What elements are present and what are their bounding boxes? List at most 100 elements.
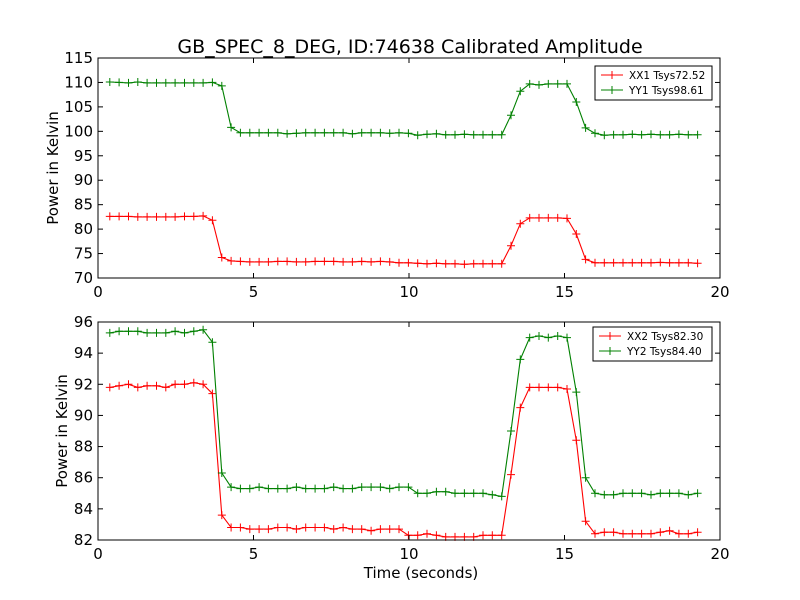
data-point	[236, 128, 245, 137]
data-point	[199, 78, 208, 87]
x-tick-label: 5	[249, 545, 259, 563]
data-point	[525, 213, 534, 222]
data-point	[619, 529, 627, 538]
y-tick-label: 100	[64, 122, 93, 140]
data-point	[367, 128, 376, 137]
data-point	[656, 528, 665, 537]
data-point	[525, 79, 534, 88]
legend-entry-label: YY1 Tsys98.61	[628, 85, 704, 97]
data-point	[189, 327, 198, 336]
data-point	[572, 98, 581, 106]
data-point	[395, 483, 403, 492]
x-tick-label: 5	[249, 283, 259, 301]
x-tick-label: 0	[93, 545, 103, 563]
data-point	[320, 484, 329, 493]
data-point	[301, 128, 310, 137]
legend-marker	[608, 86, 616, 94]
data-point	[497, 492, 506, 501]
data-point	[115, 381, 124, 390]
data-point	[423, 130, 431, 139]
data-point	[217, 511, 226, 520]
data-point	[647, 529, 655, 538]
data-point	[161, 78, 170, 87]
data-point	[647, 258, 655, 267]
data-point	[451, 259, 459, 268]
data-point	[264, 128, 273, 137]
data-point	[488, 130, 497, 139]
y-tick-label: 86	[74, 469, 93, 487]
data-point	[283, 523, 292, 532]
data-point	[199, 380, 208, 389]
data-point	[544, 383, 553, 392]
data-point	[563, 79, 571, 88]
data-point	[665, 258, 674, 267]
y-tick-label: 80	[74, 220, 93, 238]
data-point	[432, 487, 441, 496]
data-point	[488, 531, 497, 540]
data-point	[535, 213, 543, 222]
data-point	[124, 327, 133, 336]
legend-entry-label: YY2 Tsys84.40	[626, 346, 702, 358]
data-point	[171, 327, 180, 336]
data-point	[189, 212, 198, 221]
series-line	[109, 215, 698, 265]
data-point	[171, 380, 180, 389]
data-point	[180, 78, 189, 87]
data-point	[516, 219, 525, 228]
data-point	[236, 257, 245, 266]
data-point	[535, 332, 543, 340]
data-point	[385, 484, 394, 493]
data-point	[591, 489, 599, 498]
data-point	[628, 529, 637, 538]
x-tick-label: 10	[399, 545, 418, 563]
legend-marker	[606, 332, 614, 340]
y-tick-label: 70	[74, 269, 93, 287]
data-point	[180, 212, 189, 221]
series-line	[109, 382, 698, 538]
data-point	[656, 258, 665, 267]
data-point	[143, 78, 152, 87]
series-1	[105, 378, 702, 541]
y-tick-label: 92	[74, 375, 93, 393]
data-point	[684, 258, 693, 267]
data-point	[115, 78, 124, 87]
y-tick-label: 105	[64, 98, 93, 116]
data-point	[619, 489, 627, 498]
data-point	[563, 214, 571, 223]
data-point	[255, 257, 264, 266]
data-point	[693, 130, 702, 139]
data-point	[563, 333, 571, 342]
data-point	[339, 523, 348, 532]
y-tick-label: 75	[74, 245, 93, 263]
data-point	[245, 257, 254, 266]
data-point	[217, 81, 226, 90]
data-point	[339, 257, 348, 266]
data-point	[152, 381, 161, 390]
y-tick-label: 88	[74, 438, 93, 456]
data-point	[637, 489, 646, 498]
data-point	[507, 427, 515, 435]
data-point	[637, 258, 646, 267]
data-point	[255, 128, 264, 137]
data-point	[581, 517, 590, 526]
data-point	[600, 258, 609, 267]
y-tick-label: 90	[74, 171, 93, 189]
data-point	[292, 483, 301, 492]
x-tick-label: 0	[93, 283, 103, 301]
data-point	[292, 525, 301, 534]
data-point	[525, 333, 534, 342]
data-point	[329, 525, 338, 534]
data-point	[535, 383, 543, 392]
data-point	[189, 78, 198, 87]
data-point	[441, 487, 450, 496]
legend-entry-label: XX2 Tsys82.30	[627, 331, 703, 343]
data-point	[609, 528, 618, 537]
legend-marker	[606, 347, 614, 355]
data-point	[432, 129, 441, 138]
data-point	[413, 531, 422, 540]
data-point	[245, 525, 254, 534]
y-tick-label: 90	[74, 406, 93, 424]
data-point	[572, 388, 581, 397]
data-point	[339, 128, 348, 137]
data-point	[516, 403, 525, 412]
